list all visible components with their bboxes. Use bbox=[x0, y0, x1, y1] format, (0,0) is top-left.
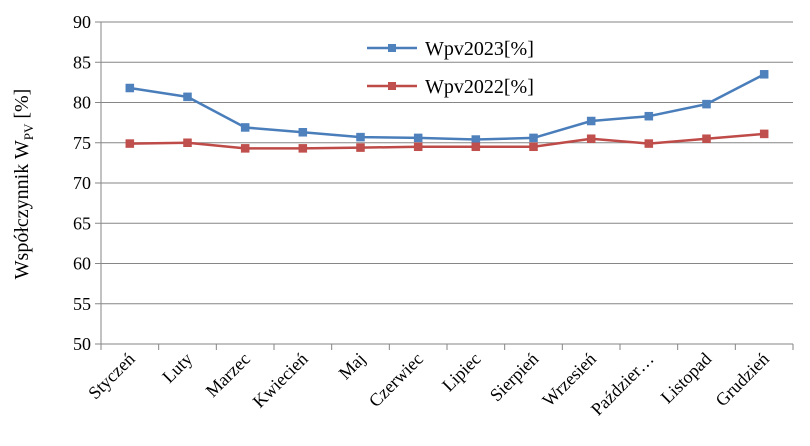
legend-label-0: Wpv2023[%] bbox=[425, 38, 534, 60]
x-tick-label: Styczeń bbox=[84, 349, 138, 403]
x-tick-label: Luty bbox=[158, 349, 196, 387]
x-tick-label: Kwiecień bbox=[249, 349, 312, 412]
legend-marker-1 bbox=[388, 82, 396, 90]
data-point-marker bbox=[125, 83, 135, 93]
data-point-marker bbox=[356, 132, 365, 142]
y-tick-label: 70 bbox=[73, 173, 91, 193]
data-point-marker bbox=[413, 142, 423, 152]
data-point-marker bbox=[298, 128, 308, 137]
legend-label-1: Wpv2022[%] bbox=[425, 76, 534, 98]
data-point-marker bbox=[183, 92, 192, 102]
y-tick-label: 80 bbox=[73, 93, 91, 113]
data-point-marker bbox=[240, 123, 250, 132]
gridlines bbox=[101, 21, 793, 305]
data-point-marker bbox=[702, 99, 711, 109]
data-point-marker bbox=[413, 133, 423, 143]
axes bbox=[95, 21, 794, 350]
x-tick-label: Czerwiec bbox=[365, 349, 427, 411]
data-point-marker bbox=[471, 135, 481, 144]
data-point-marker bbox=[759, 70, 769, 79]
data-point-marker bbox=[125, 139, 135, 148]
x-tick-label: Marzec bbox=[202, 349, 254, 401]
x-tick-label: Grudzień bbox=[711, 349, 773, 411]
legend: Wpv2023[%] Wpv2022[%] bbox=[367, 38, 534, 98]
x-tick-label: Sierpień bbox=[486, 349, 543, 406]
x-tick-label: Maj bbox=[335, 349, 370, 384]
y-tick-label: 65 bbox=[73, 213, 91, 233]
data-point-marker bbox=[586, 116, 596, 126]
series-line-0 bbox=[129, 73, 765, 141]
data-point-marker bbox=[298, 144, 308, 153]
y-tick-label: 85 bbox=[73, 52, 91, 72]
y-axis-label: Współczynnik WPV [%] bbox=[11, 89, 36, 280]
legend-marker-0 bbox=[388, 44, 396, 52]
y-tick-label: 60 bbox=[73, 254, 91, 274]
data-point-marker bbox=[586, 134, 596, 143]
y-tick-labels: 50 55 60 65 70 75 80 85 90 bbox=[73, 12, 91, 354]
x-tick-label: Paździer… bbox=[587, 349, 658, 420]
data-point-marker bbox=[240, 144, 250, 153]
data-point-marker bbox=[183, 138, 192, 147]
y-axis-label-unit: [%] bbox=[11, 89, 33, 124]
data-point-marker bbox=[644, 111, 654, 121]
y-tick-label: 75 bbox=[73, 133, 91, 153]
data-point-marker bbox=[529, 142, 538, 152]
x-tick-label: Listopad bbox=[657, 349, 716, 408]
y-axis-label-subscript: PV bbox=[21, 123, 36, 140]
x-tick-label: Lipiec bbox=[438, 349, 485, 396]
y-tick-label: 50 bbox=[73, 334, 91, 354]
y-tick-label: 90 bbox=[73, 12, 91, 32]
data-point-marker bbox=[471, 142, 481, 152]
data-point-marker bbox=[759, 129, 769, 139]
data-point-marker bbox=[702, 134, 711, 143]
y-axis-label-main: Współczynnik W bbox=[11, 140, 33, 279]
data-point-marker bbox=[529, 133, 538, 143]
series-lines bbox=[125, 70, 769, 153]
y-tick-label: 55 bbox=[73, 294, 91, 314]
data-point-marker bbox=[644, 139, 654, 148]
series-line-1 bbox=[129, 132, 765, 150]
data-point-marker bbox=[356, 143, 365, 152]
